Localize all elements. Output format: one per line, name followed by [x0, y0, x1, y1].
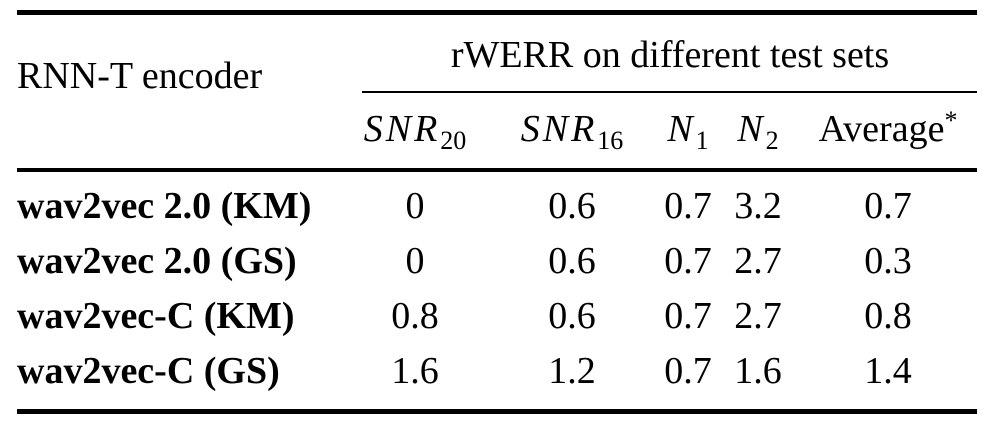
- column-header-n1: N1: [667, 108, 708, 154]
- cell-n1: 0.7: [664, 350, 712, 392]
- encoder-column-header: RNN-T encoder: [17, 55, 263, 97]
- row-label: wav2vec-C (KM): [17, 295, 295, 337]
- header-rule: [17, 168, 977, 172]
- table-row: wav2vec 2.0 (GS) 0 0.6 0.7 2.7 0.3: [0, 242, 992, 280]
- cell-snr16: 0.6: [548, 295, 596, 337]
- cell-average: 0.7: [864, 185, 912, 227]
- cell-average: 0.8: [864, 295, 912, 337]
- table-row: wav2vec-C (GS) 1.6 1.2 0.7 1.6 1.4: [0, 352, 992, 390]
- cell-snr20: 0: [405, 185, 425, 227]
- test-sets-group-header: rWERR on different test sets: [450, 34, 890, 76]
- row-label: wav2vec 2.0 (KM): [17, 185, 312, 227]
- n2-symbol: N: [737, 108, 766, 150]
- cell-n1: 0.7: [664, 185, 712, 227]
- snr16-subscript: 16: [597, 126, 624, 155]
- column-header-snr16: SNR16: [520, 108, 624, 154]
- cell-n1: 0.7: [664, 240, 712, 282]
- cell-n2: 3.2: [734, 185, 782, 227]
- cell-snr20: 1.6: [391, 350, 439, 392]
- column-header-n2: N2: [737, 108, 778, 154]
- cell-snr16: 0.6: [548, 185, 596, 227]
- snr20-subscript: 20: [440, 126, 467, 155]
- row-label: wav2vec 2.0 (GS): [17, 240, 297, 282]
- cell-n2: 2.7: [734, 295, 782, 337]
- column-header-snr20: SNR20: [363, 108, 467, 154]
- average-asterisk: *: [944, 106, 958, 135]
- group-header-rule: [362, 91, 977, 93]
- cell-average: 1.4: [864, 350, 912, 392]
- cell-average: 0.3: [864, 240, 912, 282]
- column-header-average: Average*: [818, 108, 958, 150]
- row-label: wav2vec-C (GS): [17, 350, 280, 392]
- snr16-symbol: SNR: [520, 108, 598, 150]
- cell-n2: 2.7: [734, 240, 782, 282]
- n1-symbol: N: [667, 108, 696, 150]
- table-row: wav2vec-C (KM) 0.8 0.6 0.7 2.7 0.8: [0, 297, 992, 335]
- bottom-rule: [17, 409, 977, 414]
- cell-snr20: 0: [405, 240, 425, 282]
- cell-n1: 0.7: [664, 295, 712, 337]
- n1-subscript: 1: [695, 126, 709, 155]
- n2-subscript: 2: [765, 126, 779, 155]
- average-label: Average: [818, 108, 945, 150]
- cell-snr16: 1.2: [548, 350, 596, 392]
- top-rule: [17, 10, 977, 15]
- cell-n2: 1.6: [734, 350, 782, 392]
- cell-snr16: 0.6: [548, 240, 596, 282]
- snr20-symbol: SNR: [363, 108, 441, 150]
- table-row: wav2vec 2.0 (KM) 0 0.6 0.7 3.2 0.7: [0, 187, 992, 225]
- cell-snr20: 0.8: [391, 295, 439, 337]
